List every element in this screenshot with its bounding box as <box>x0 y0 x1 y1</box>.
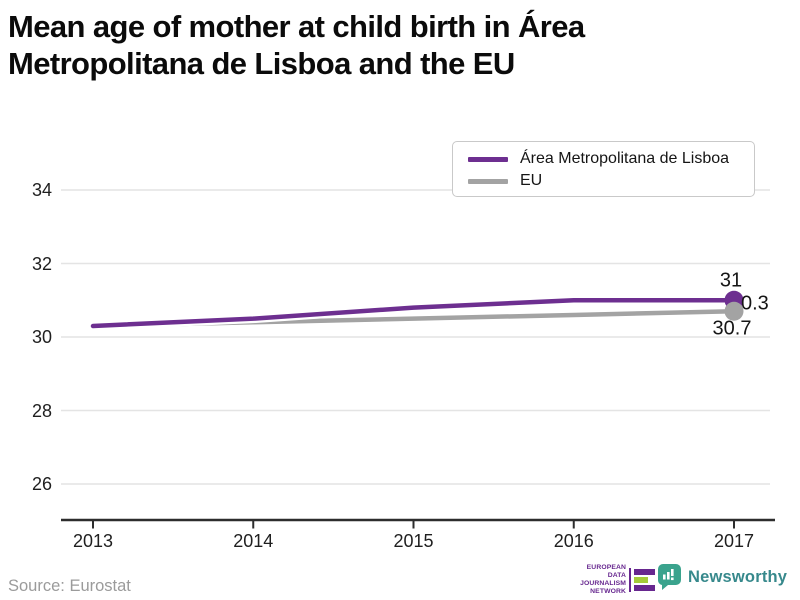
edjn-logo-text-line2: DATA JOURNALISM <box>580 572 626 587</box>
edjn-logo-text: EUROPEAN DATA JOURNALISM NETWORK <box>562 564 626 596</box>
x-axis-label-2014: 2014 <box>233 531 274 551</box>
diff-value-label: 0.3 <box>741 292 769 315</box>
edjn-logo: EUROPEAN DATA JOURNALISM NETWORK <box>562 564 655 596</box>
chart-title-line2: Metropolitana de Lisboa and the EU <box>8 46 515 81</box>
newsworthy-icon <box>658 564 681 590</box>
y-axis-label-28: 28 <box>31 400 52 421</box>
legend-item-eu: EU <box>468 170 754 192</box>
chart-title: Mean age of mother at child birth in Áre… <box>8 8 668 82</box>
source-note: Source: Eurostat <box>8 577 131 595</box>
chart-title-line1: Mean age of mother at child birth in Áre… <box>8 9 585 44</box>
end-value-label-lisboa: 31 <box>719 269 743 292</box>
edjn-bar-top <box>634 568 655 575</box>
y-axis-label-26: 26 <box>31 474 52 494</box>
x-axis-label-2015: 2015 <box>393 531 434 551</box>
series-line-lisboa <box>90 298 737 329</box>
y-axis-label-34: 34 <box>31 180 52 200</box>
y-axis-label-30: 30 <box>31 327 52 347</box>
x-axis-label-2013: 2013 <box>72 531 114 551</box>
legend-swatch-eu <box>468 178 508 184</box>
newsworthy-wordmark: Newsworthy <box>688 567 788 586</box>
x-axis-label-2017: 2017 <box>713 531 755 551</box>
newsworthy-logo: Newsworthy <box>658 564 787 590</box>
x-axis-label-2016: 2016 <box>553 531 594 551</box>
edjn-logo-divider <box>629 568 631 592</box>
legend-item-lisboa: Área Metropolitana de Lisboa <box>468 148 754 170</box>
legend: Área Metropolitana de Lisboa EU <box>452 141 755 197</box>
end-dot-eu <box>724 301 744 321</box>
edjn-logo-text-line1: EUROPEAN <box>586 564 626 571</box>
y-axis-label-32: 32 <box>31 253 52 274</box>
legend-swatch-lisboa <box>468 156 508 162</box>
legend-label-lisboa: Área Metropolitana de Lisboa <box>520 150 730 167</box>
edjn-logo-text-line3: NETWORK <box>590 588 626 595</box>
end-value-label-eu: 30.7 <box>712 317 752 340</box>
edjn-logo-bars <box>634 568 655 592</box>
edjn-bar-bottom <box>634 585 655 592</box>
edjn-bar-middle <box>634 576 648 584</box>
legend-label-eu: EU <box>520 172 543 189</box>
